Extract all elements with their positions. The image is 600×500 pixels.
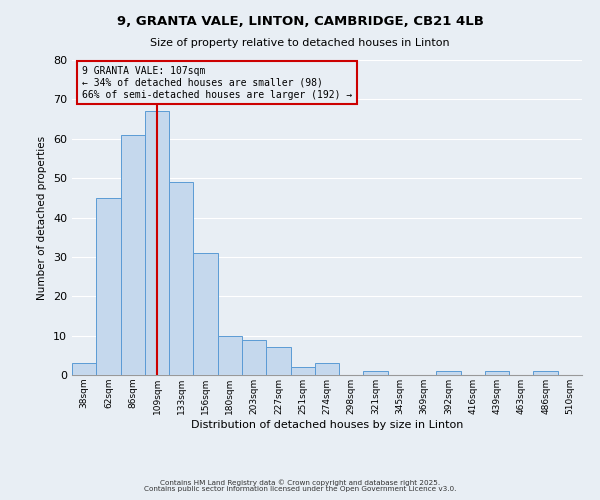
- Bar: [218, 336, 242, 375]
- Text: Contains HM Land Registry data © Crown copyright and database right 2025.
Contai: Contains HM Land Registry data © Crown c…: [144, 479, 456, 492]
- Y-axis label: Number of detached properties: Number of detached properties: [37, 136, 47, 300]
- Text: Size of property relative to detached houses in Linton: Size of property relative to detached ho…: [150, 38, 450, 48]
- Bar: [364, 371, 388, 375]
- Bar: [485, 371, 509, 375]
- Bar: [266, 348, 290, 375]
- Bar: [193, 253, 218, 375]
- Bar: [436, 371, 461, 375]
- X-axis label: Distribution of detached houses by size in Linton: Distribution of detached houses by size …: [191, 420, 463, 430]
- Bar: [290, 367, 315, 375]
- Bar: [315, 363, 339, 375]
- Text: 9 GRANTA VALE: 107sqm
← 34% of detached houses are smaller (98)
66% of semi-deta: 9 GRANTA VALE: 107sqm ← 34% of detached …: [82, 66, 352, 100]
- Bar: [533, 371, 558, 375]
- Bar: [96, 198, 121, 375]
- Bar: [145, 111, 169, 375]
- Bar: [169, 182, 193, 375]
- Text: 9, GRANTA VALE, LINTON, CAMBRIDGE, CB21 4LB: 9, GRANTA VALE, LINTON, CAMBRIDGE, CB21 …: [116, 15, 484, 28]
- Bar: [242, 340, 266, 375]
- Bar: [72, 363, 96, 375]
- Bar: [121, 135, 145, 375]
